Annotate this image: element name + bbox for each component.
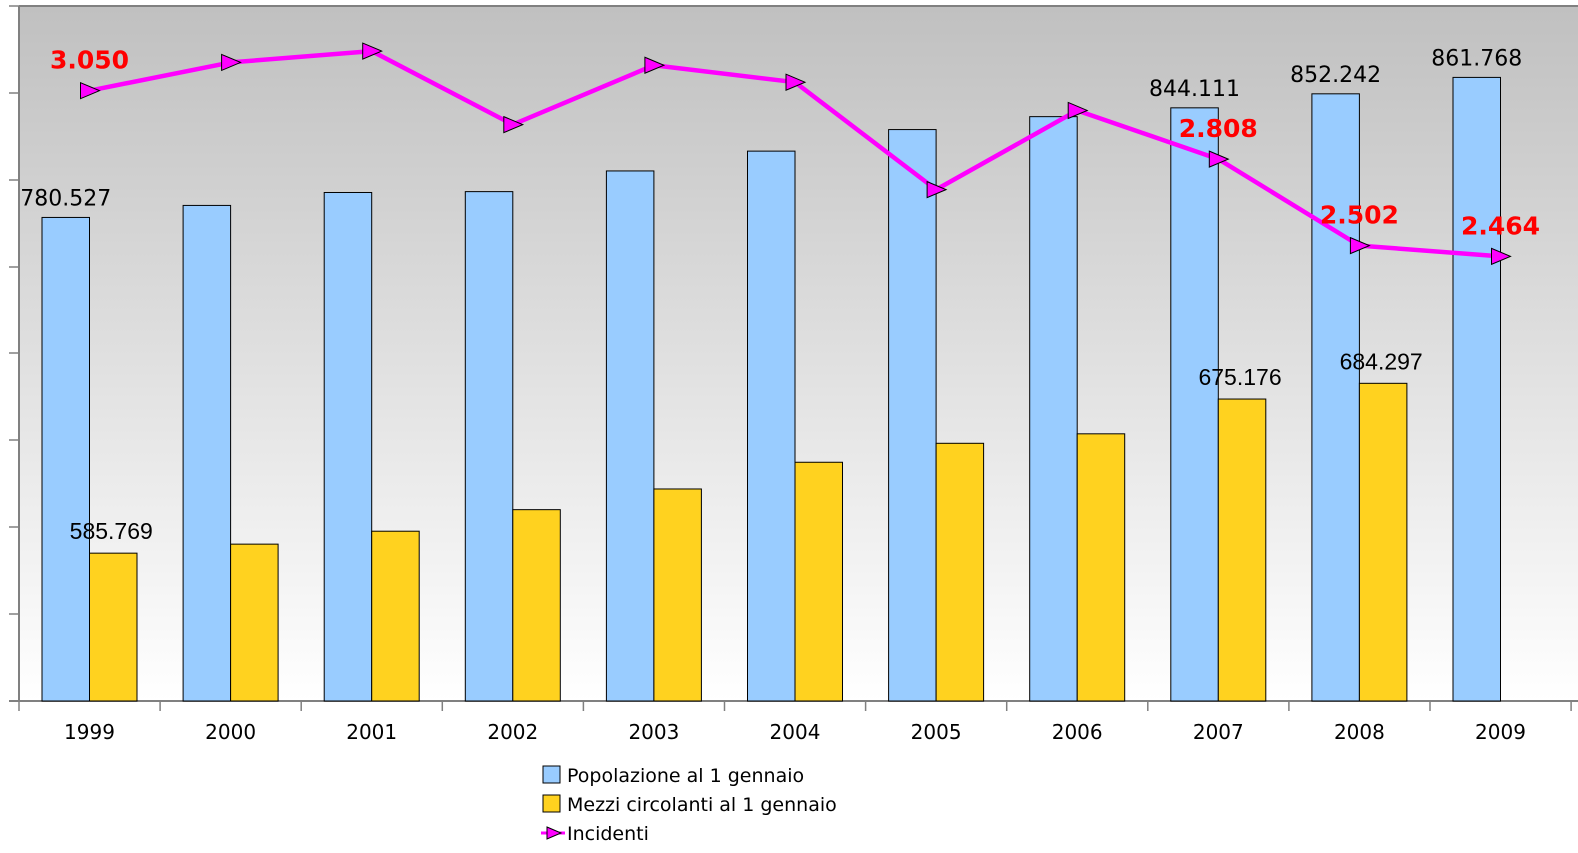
x-tick-label: 2006 xyxy=(1052,720,1103,744)
bar-mezzi-circolanti xyxy=(89,552,138,702)
legend-label: Mezzi circolanti al 1 gennaio xyxy=(567,794,837,816)
marker-incidenti xyxy=(1067,101,1089,120)
bar-mezzi-circolanti xyxy=(935,442,985,702)
x-tick-label: 2009 xyxy=(1475,720,1526,744)
bar-popolazione xyxy=(888,129,937,702)
label-popolazione: 852.242 xyxy=(1290,63,1381,88)
bar-mezzi-circolanti xyxy=(371,530,420,702)
data-labels: 780.527 844.111 852.242 861.768 585.769 675.1… xyxy=(20,46,1540,544)
x-tick-label: 2003 xyxy=(628,720,679,744)
x-tick-label: 2001 xyxy=(346,720,397,744)
label-mezzi-circolanti: 675.176 xyxy=(1198,364,1281,390)
marker-incidenti xyxy=(644,56,666,74)
label-incidenti: 2.502 xyxy=(1320,201,1399,230)
bar-mezzi-circolanti xyxy=(512,509,561,702)
legend-marker xyxy=(546,826,563,840)
bar-mezzi-circolanti xyxy=(1358,382,1408,702)
bar-popolazione xyxy=(747,150,796,702)
x-tick-label: 2002 xyxy=(487,720,538,744)
label-incidenti: 3.050 xyxy=(50,46,129,75)
bar-popolazione xyxy=(1170,107,1219,702)
bar-mezzi-circolanti xyxy=(230,543,279,702)
legend-swatch xyxy=(542,794,561,813)
bar-popolazione xyxy=(323,191,373,702)
x-tick-label: 2005 xyxy=(911,720,962,744)
bar-mezzi-circolanti xyxy=(1217,398,1267,702)
bar-popolazione xyxy=(182,204,232,702)
x-tick-label: 2007 xyxy=(1193,720,1244,744)
bar-mezzi-circolanti xyxy=(653,488,702,702)
y-axis xyxy=(9,5,20,702)
bar-popolazione xyxy=(605,170,655,702)
x-tick-label: 2008 xyxy=(1334,720,1385,744)
label-popolazione: 780.527 xyxy=(20,186,111,211)
series-incidenti xyxy=(80,42,1512,266)
label-mezzi-circolanti: 585.769 xyxy=(70,518,153,544)
legend-label: Incidenti xyxy=(567,823,649,845)
x-tick-label: 2004 xyxy=(770,720,821,744)
legend-swatch xyxy=(542,765,561,784)
marker-incidenti xyxy=(1208,150,1230,168)
label-incidenti: 2.808 xyxy=(1179,114,1258,143)
label-incidenti: 2.464 xyxy=(1461,211,1540,240)
legend: Popolazione al 1 gennaio Mezzi circolanti… xyxy=(541,765,837,845)
marker-incidenti xyxy=(1349,236,1371,255)
marker-incidenti xyxy=(503,115,525,134)
x-tick-label: 2000 xyxy=(205,720,256,744)
marker-incidenti xyxy=(1491,247,1512,266)
bar-mezzi-circolanti xyxy=(794,461,843,702)
label-mezzi-circolanti: 684.297 xyxy=(1340,348,1423,374)
marker-incidenti xyxy=(80,81,101,100)
legend-label: Popolazione al 1 gennaio xyxy=(567,765,804,787)
series-popolazione xyxy=(41,76,1501,702)
x-axis: 1999 2000 2001 2002 2003 2004 2005 2006 2007 2008… xyxy=(9,700,1578,744)
bar-popolazione xyxy=(1311,93,1360,702)
marker-incidenti xyxy=(362,42,383,60)
series-mezzi-circolanti xyxy=(89,382,1408,702)
x-tick-label: 1999 xyxy=(64,720,115,744)
marker-incidenti xyxy=(926,180,948,199)
bar-popolazione xyxy=(1452,76,1501,702)
marker-incidenti xyxy=(785,73,807,91)
bar-mezzi-circolanti xyxy=(1076,433,1126,702)
bar-popolazione xyxy=(464,191,514,702)
bar-popolazione xyxy=(1029,116,1078,702)
label-popolazione: 861.768 xyxy=(1431,46,1522,71)
label-popolazione: 844.111 xyxy=(1149,77,1240,102)
marker-incidenti xyxy=(221,53,242,72)
bar-popolazione xyxy=(41,216,90,702)
